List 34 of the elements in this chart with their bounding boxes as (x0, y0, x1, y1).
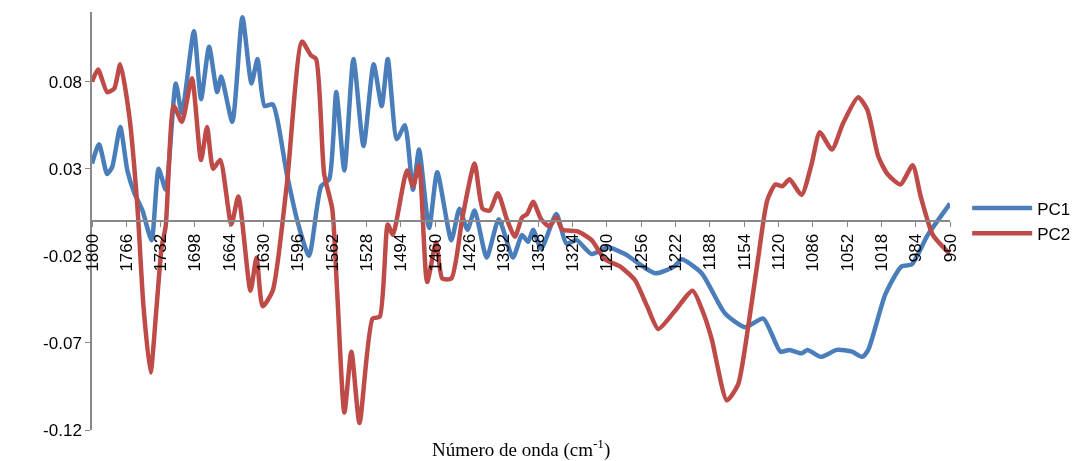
x-tick-label: 1596 (288, 233, 308, 272)
x-tick-label: 1086 (803, 233, 823, 272)
x-tick-label: 950 (940, 233, 960, 263)
y-tick-label: -0.02 (43, 246, 82, 266)
x-tick-label: 1460 (425, 233, 445, 272)
x-tick-label: 1528 (357, 233, 377, 272)
x-tick-label: 1120 (768, 233, 788, 271)
x-tick-label: 1052 (837, 233, 857, 272)
x-tick-label: 1392 (494, 233, 514, 272)
x-tick-label: 1222 (665, 233, 685, 272)
x-tick-label: 1324 (563, 233, 583, 272)
x-tick-label: 1154 (734, 233, 754, 271)
x-tick-label: 1358 (528, 233, 548, 272)
x-tick-label: 1664 (219, 233, 239, 272)
x-tick-label: 1426 (460, 233, 480, 272)
x-tick-label: 1290 (597, 233, 617, 272)
x-tick-label: 1732 (151, 233, 171, 272)
x-tick-label: 1698 (185, 233, 205, 272)
x-tick-label: 1494 (391, 233, 411, 272)
x-axis-title: Número de onda (cm$^{-1}$) (432, 436, 611, 461)
x-tick-label: 1562 (322, 233, 342, 272)
y-tick-label: 0.03 (48, 159, 82, 179)
legend-label: PC2 (1037, 224, 1071, 244)
x-tick-label: 1766 (116, 233, 136, 272)
x-tick-label: 1256 (631, 233, 651, 272)
x-tick-label: 1018 (871, 233, 891, 272)
y-tick-label: 0.08 (48, 72, 82, 92)
y-tick-label: -0.07 (43, 333, 82, 353)
y-tick-label: -0.12 (43, 420, 82, 440)
x-tick-label: 1630 (254, 233, 274, 272)
legend-label: PC1 (1037, 199, 1071, 219)
x-tick-label: 1800 (82, 233, 102, 272)
x-tick-label: 1188 (700, 233, 720, 271)
x-tick-label: 984 (906, 233, 926, 263)
